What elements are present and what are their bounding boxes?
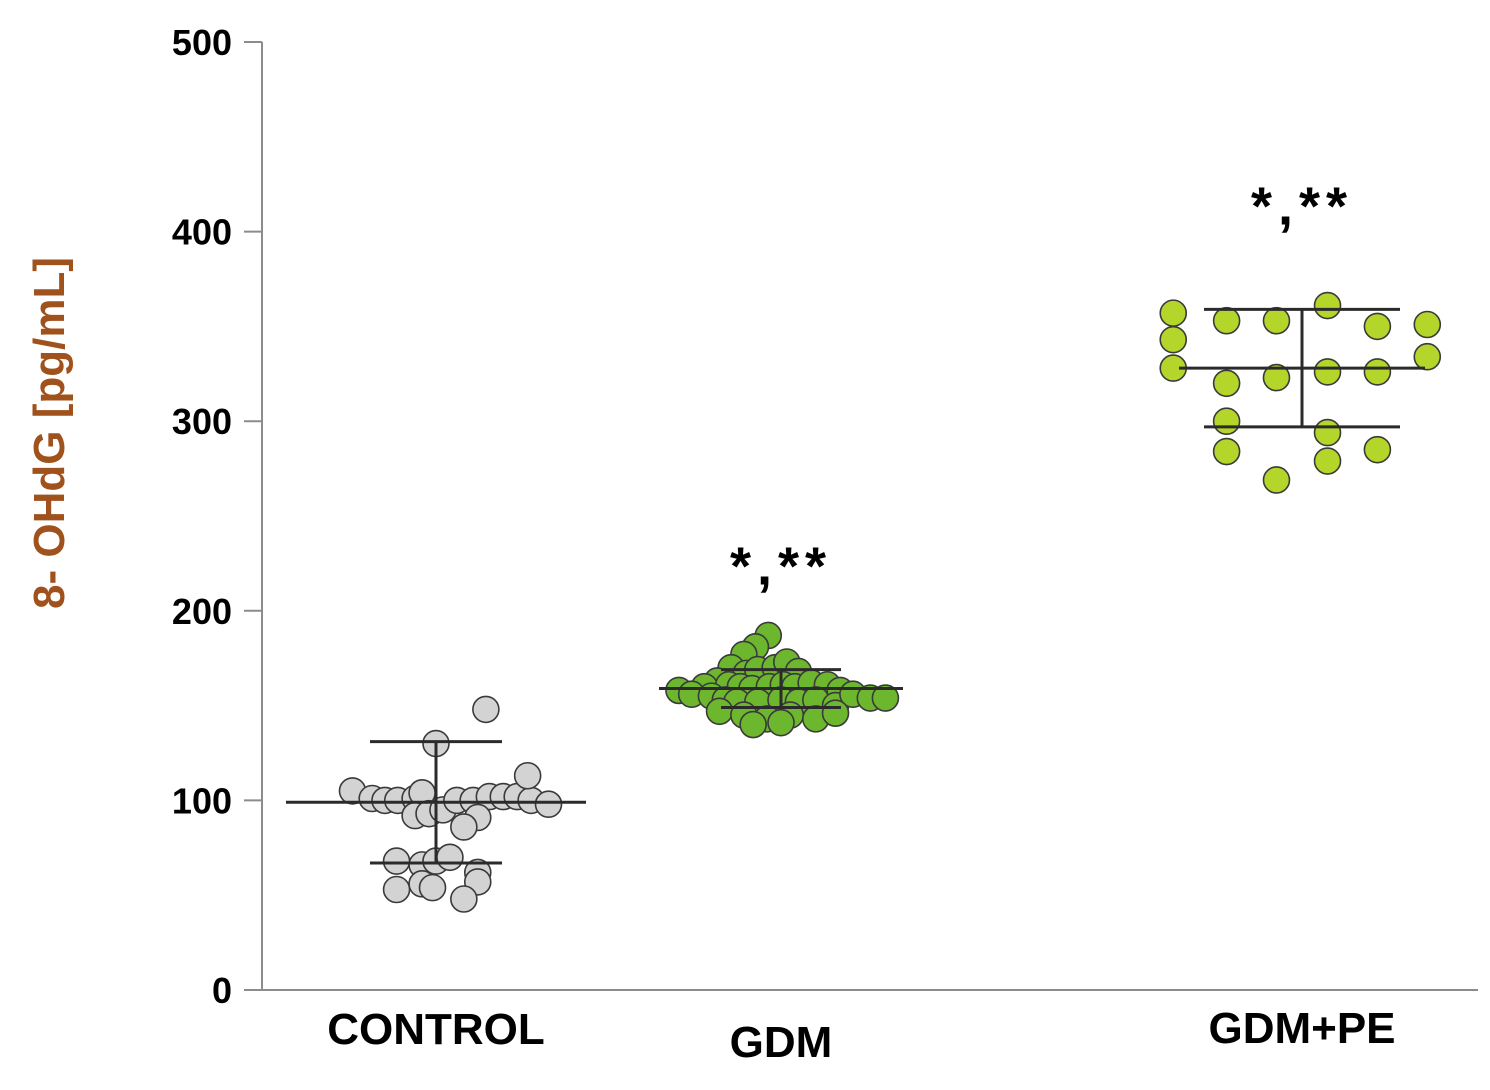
- group-gdm: *,** GDM: [659, 537, 903, 1067]
- data-point: [871, 684, 900, 712]
- data-point: [1212, 437, 1241, 466]
- group-gdm-pe: *,** GDM+PE: [1159, 176, 1442, 1053]
- y-tick-label: 200: [172, 591, 232, 632]
- data-point: [1262, 363, 1291, 392]
- data-point: [1212, 306, 1241, 335]
- data-point: [382, 847, 411, 875]
- data-point: [1313, 447, 1342, 475]
- data-point: [1262, 306, 1291, 335]
- y-tick-label: 100: [172, 780, 232, 821]
- significance-annotation: *,**: [1251, 176, 1353, 236]
- data-point: [1313, 418, 1342, 447]
- x-category-label: GDM+PE: [1208, 1004, 1395, 1053]
- data-point: [450, 813, 478, 841]
- x-category-label: CONTROL: [327, 1005, 545, 1054]
- data-point: [821, 699, 850, 727]
- data-point: [1212, 407, 1241, 436]
- data-point: [450, 885, 478, 913]
- data-point: [1313, 291, 1342, 320]
- data-point: [1212, 369, 1241, 398]
- data-point: [1363, 435, 1392, 464]
- y-ticks: 0 100 200 300 400 500: [172, 22, 262, 1011]
- data-point: [1363, 358, 1392, 386]
- y-tick-label: 300: [172, 401, 232, 442]
- data-point: [436, 843, 464, 872]
- x-category-label: GDM: [730, 1018, 833, 1067]
- data-point: [472, 695, 500, 724]
- y-tick-label: 400: [172, 212, 232, 253]
- data-point: [418, 873, 447, 902]
- group-control: CONTROL: [286, 695, 586, 1054]
- y-tick-label: 500: [172, 22, 232, 63]
- data-point: [1413, 342, 1442, 371]
- y-axis-label: 8- OHdG [pg/mL]: [25, 257, 74, 609]
- y-tick-label: 0: [212, 970, 232, 1011]
- data-point: [767, 708, 795, 737]
- data-point: [534, 790, 563, 818]
- significance-annotation: *,**: [730, 537, 832, 597]
- data-point: [1262, 466, 1291, 494]
- data-groups: CONTROL *,** GDM *,** GDM+PE: [286, 176, 1442, 1067]
- data-point: [739, 710, 767, 739]
- data-point: [1159, 299, 1188, 327]
- data-point: [513, 761, 542, 790]
- data-point: [1363, 312, 1392, 341]
- axes: [261, 42, 1478, 991]
- data-point: [705, 697, 734, 726]
- data-point: [382, 875, 411, 904]
- data-point: [1159, 325, 1188, 354]
- data-point: [1413, 310, 1442, 339]
- data-point: [1313, 358, 1342, 386]
